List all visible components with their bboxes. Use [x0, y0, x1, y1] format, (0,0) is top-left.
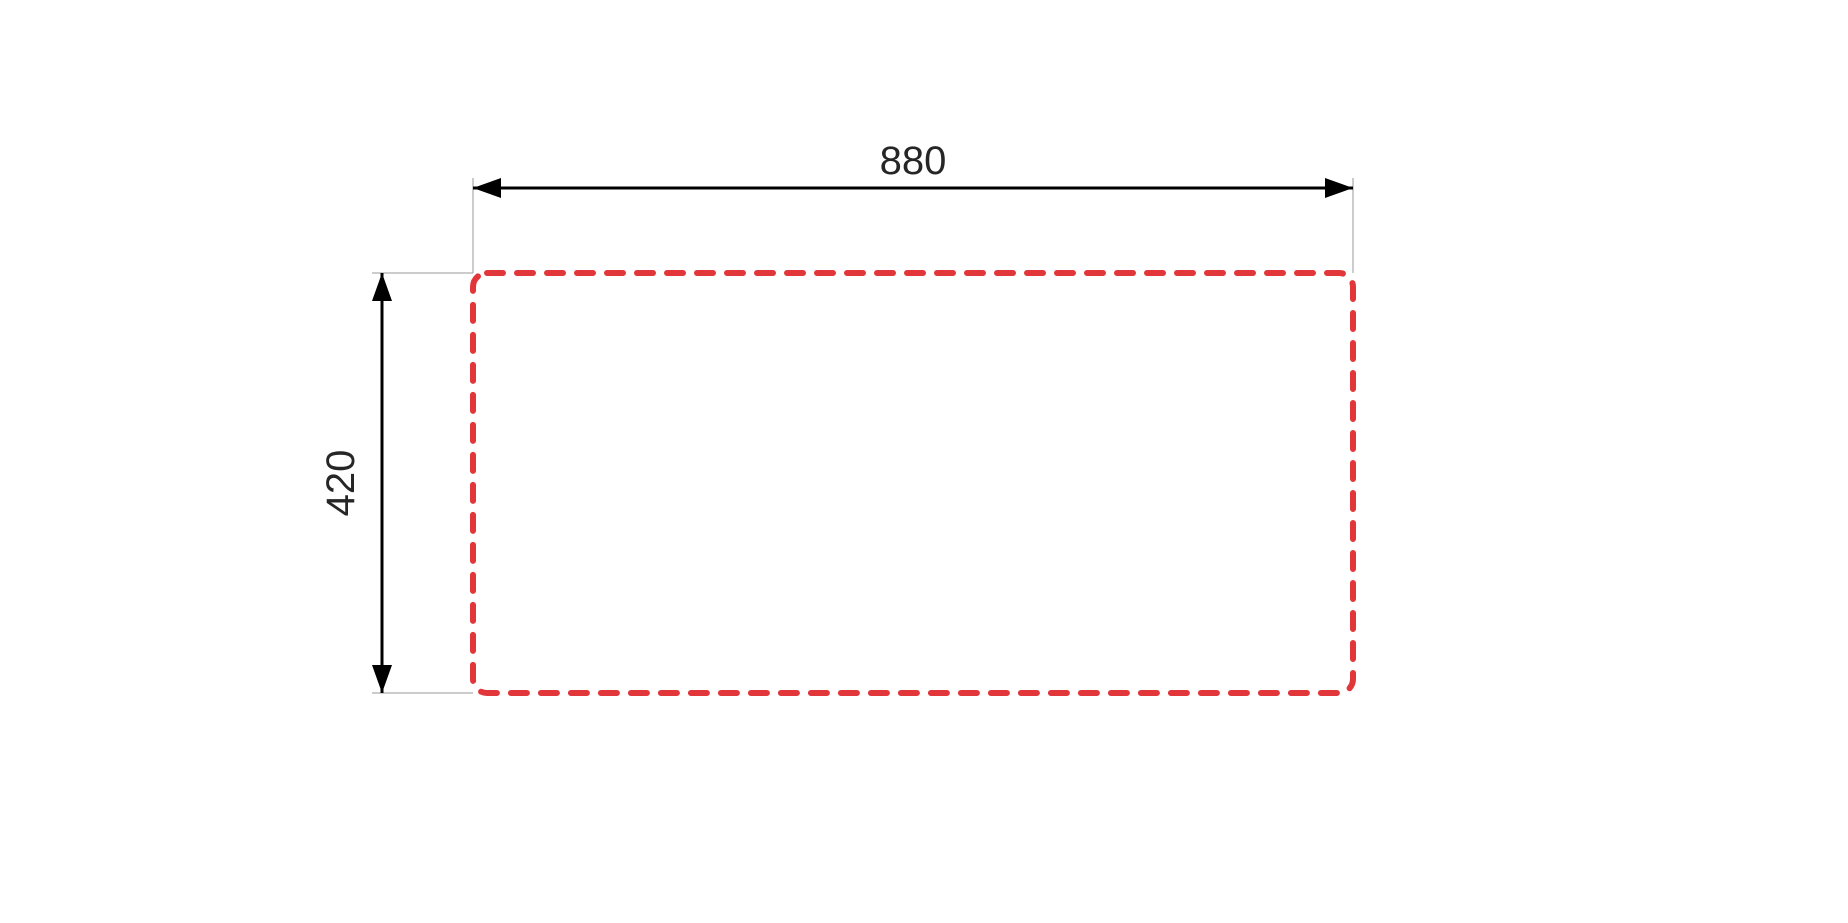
height-arrow-top [372, 273, 392, 301]
width-dimension-label: 880 [880, 139, 947, 183]
print-area-rect [473, 273, 1353, 693]
height-arrow-bottom [372, 665, 392, 693]
width-arrow-left [473, 178, 501, 198]
dimension-drawing: 880 420 [0, 0, 1848, 923]
width-arrow-right [1325, 178, 1353, 198]
height-dimension-label: 420 [319, 450, 363, 517]
